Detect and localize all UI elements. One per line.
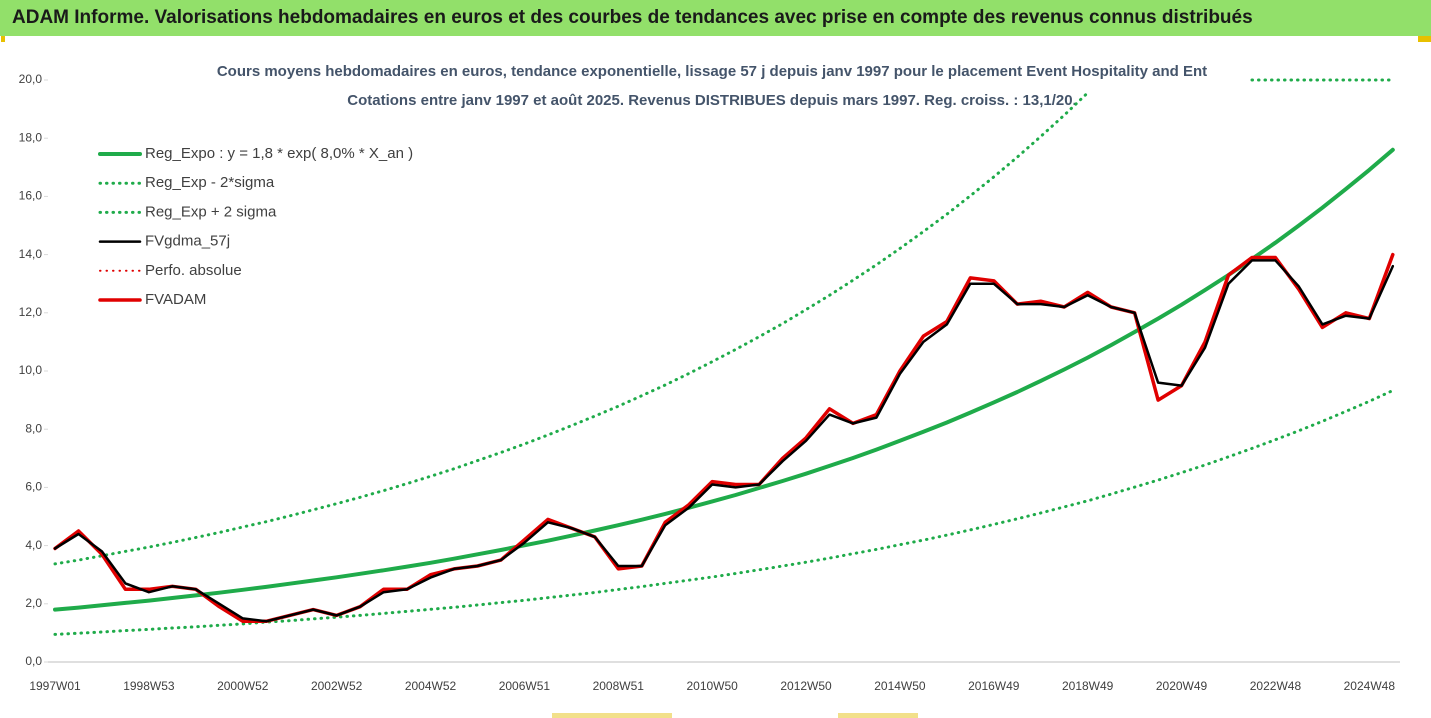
y-tick-label: 8,0 — [25, 421, 42, 435]
legend-label: FVgdma_57j — [145, 233, 230, 250]
y-tick-label: 14,0 — [19, 247, 43, 261]
x-tick-label: 2018W49 — [1062, 679, 1114, 693]
series-line — [53, 259, 1395, 623]
y-tick-label: 6,0 — [25, 480, 42, 494]
x-tick-label: 2008W51 — [593, 679, 645, 693]
y-tick-label: 10,0 — [19, 363, 43, 377]
x-tick-label: 2024W48 — [1344, 679, 1396, 693]
title-bar — [0, 0, 1431, 36]
y-tick-label: 18,0 — [19, 130, 43, 144]
legend-label: Perfo. absolue — [145, 262, 242, 279]
plot-area — [53, 78, 1395, 636]
x-tick-label: 2004W52 — [405, 679, 457, 693]
series-line — [53, 78, 1395, 566]
x-tick-label: 2016W49 — [968, 679, 1020, 693]
x-tick-label: 2006W51 — [499, 679, 551, 693]
y-tick-label: 2,0 — [25, 596, 42, 610]
y-tick-label: 20,0 — [19, 72, 43, 86]
x-tick-label: 1998W53 — [123, 679, 175, 693]
x-tick-label: 1997W01 — [29, 679, 81, 693]
y-tick-label: 0,0 — [25, 654, 42, 668]
x-tick-label: 2012W50 — [780, 679, 832, 693]
corner-mark — [838, 713, 918, 718]
x-tick-label: 2000W52 — [217, 679, 269, 693]
x-tick-label: 2020W49 — [1156, 679, 1208, 693]
corner-mark — [552, 713, 672, 718]
series-line — [53, 147, 1395, 612]
legend-label: Reg_Exp + 2 sigma — [145, 203, 277, 220]
legend-label: Reg_Expo : y = 1,8 * exp( 8,0% * X_an ) — [145, 145, 413, 162]
x-tick-label: 2014W50 — [874, 679, 926, 693]
chart-subtitle: Cours moyens hebdomadaires en euros, ten… — [217, 63, 1207, 80]
legend-label: FVADAM — [145, 291, 206, 308]
corner-mark — [1418, 36, 1431, 42]
chart-title: ADAM Informe. Valorisations hebdomadaire… — [12, 7, 1253, 28]
corner-mark — [1, 36, 5, 42]
chart-subtitle: Cotations entre janv 1997 et août 2025. … — [347, 92, 1076, 109]
x-tick-label: 2022W48 — [1250, 679, 1302, 693]
legend-label: Reg_Exp - 2*sigma — [145, 174, 275, 191]
x-tick-label: 2002W52 — [311, 679, 363, 693]
x-tick-label: 2010W50 — [686, 679, 738, 693]
y-tick-label: 16,0 — [19, 189, 43, 203]
y-tick-label: 12,0 — [19, 305, 43, 319]
y-tick-label: 4,0 — [25, 538, 42, 552]
